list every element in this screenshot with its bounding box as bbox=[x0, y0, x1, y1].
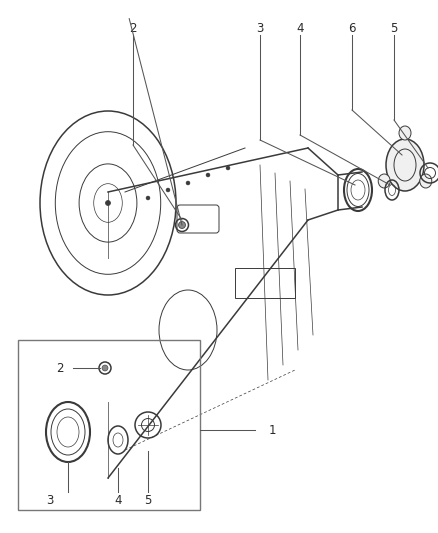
Ellipse shape bbox=[102, 365, 108, 371]
Ellipse shape bbox=[226, 166, 230, 170]
Text: 2: 2 bbox=[56, 361, 64, 375]
Ellipse shape bbox=[106, 200, 110, 206]
Text: 2: 2 bbox=[129, 21, 137, 35]
Bar bbox=[235, 268, 295, 298]
Bar bbox=[18, 340, 200, 510]
Ellipse shape bbox=[378, 174, 390, 188]
Text: 6: 6 bbox=[348, 21, 356, 35]
Ellipse shape bbox=[146, 196, 150, 200]
Ellipse shape bbox=[166, 188, 170, 192]
Text: 3: 3 bbox=[256, 21, 264, 35]
Text: 4: 4 bbox=[296, 21, 304, 35]
Text: 5: 5 bbox=[144, 494, 152, 506]
Ellipse shape bbox=[420, 174, 432, 188]
Text: 4: 4 bbox=[114, 494, 122, 506]
Ellipse shape bbox=[179, 222, 186, 229]
Ellipse shape bbox=[386, 139, 424, 191]
Text: 1: 1 bbox=[268, 424, 276, 437]
Ellipse shape bbox=[206, 173, 210, 177]
Ellipse shape bbox=[186, 181, 190, 185]
Ellipse shape bbox=[399, 126, 411, 140]
Text: 3: 3 bbox=[46, 494, 54, 506]
Text: 5: 5 bbox=[390, 21, 398, 35]
